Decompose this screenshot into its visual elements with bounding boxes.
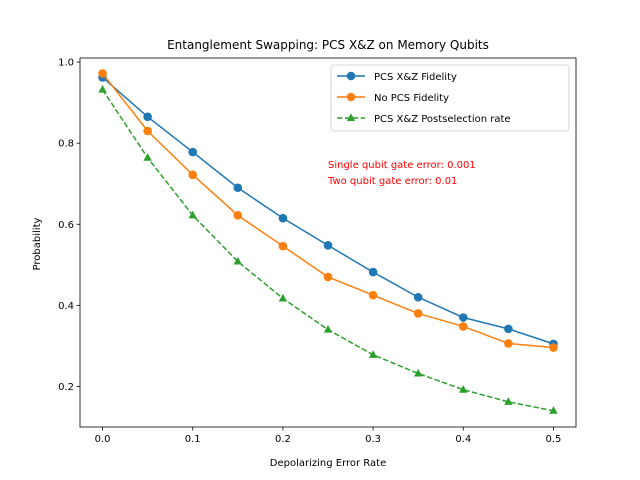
data-point bbox=[323, 272, 333, 282]
x-tick-label: 0.5 bbox=[546, 434, 562, 445]
data-point bbox=[98, 85, 107, 93]
data-point bbox=[323, 325, 333, 333]
legend-item-0: PCS X&Z Fidelity bbox=[337, 71, 457, 83]
data-point bbox=[323, 241, 333, 250]
legend: PCS X&Z Fidelity No PCS Fidelity PCS X&Z P… bbox=[330, 64, 570, 132]
data-point bbox=[278, 293, 288, 302]
legend-marker bbox=[346, 113, 356, 121]
data-point bbox=[143, 153, 152, 161]
legend-marker bbox=[346, 92, 356, 102]
y-tick-label: 0.2 bbox=[58, 382, 74, 393]
legend-item-1: No PCS Fidelity bbox=[337, 92, 449, 104]
legend-label: No PCS Fidelity bbox=[374, 93, 449, 104]
legend-box bbox=[330, 64, 570, 132]
series-1 bbox=[98, 69, 558, 352]
data-point bbox=[188, 147, 198, 157]
x-tick-label: 0.3 bbox=[365, 434, 381, 445]
y-axis-label: Probability bbox=[32, 217, 43, 270]
data-point bbox=[413, 368, 423, 377]
legend-item-2: PCS X&Z Postselection rate bbox=[337, 113, 511, 125]
chart-title: Entanglement Swapping: PCS X&Z on Memory… bbox=[167, 38, 489, 52]
legend-label: PCS X&Z Postselection rate bbox=[374, 114, 511, 125]
annotation-single-qubit: Single qubit gate error: 0.001 bbox=[328, 160, 476, 171]
x-tick-label: 0.0 bbox=[95, 434, 111, 445]
data-point bbox=[458, 313, 468, 322]
data-point bbox=[278, 213, 288, 223]
data-point bbox=[504, 324, 513, 334]
y-tick-label: 0.8 bbox=[58, 139, 74, 150]
data-point bbox=[233, 256, 243, 265]
annotation-two-qubit: Two qubit gate error: 0.01 bbox=[327, 176, 457, 187]
data-point bbox=[278, 241, 288, 251]
data-point bbox=[413, 292, 423, 302]
data-point bbox=[188, 170, 198, 180]
legend-marker bbox=[346, 71, 356, 81]
data-point bbox=[458, 322, 468, 331]
data-point bbox=[233, 183, 243, 193]
plot-frame bbox=[79, 57, 577, 428]
data-point bbox=[413, 309, 423, 318]
x-tick-label: 0.4 bbox=[455, 434, 471, 445]
y-tick-label: 0.6 bbox=[58, 220, 74, 231]
data-point bbox=[143, 126, 152, 136]
data-point bbox=[98, 69, 107, 78]
data-point bbox=[233, 211, 243, 220]
data-point bbox=[188, 210, 197, 219]
series-2 bbox=[98, 85, 558, 414]
y-tick-label: 1.0 bbox=[58, 58, 74, 69]
x-tick-label: 0.1 bbox=[185, 434, 201, 445]
data-point bbox=[459, 385, 468, 393]
data-point bbox=[504, 397, 513, 405]
data-point bbox=[368, 267, 378, 277]
y-tick-label: 0.4 bbox=[58, 301, 74, 312]
data-point bbox=[368, 290, 378, 300]
data-point bbox=[368, 350, 378, 358]
series-line-2 bbox=[101, 89, 554, 412]
x-axis-label: Depolarizing Error Rate bbox=[270, 458, 387, 469]
legend-label: PCS X&Z Fidelity bbox=[374, 72, 457, 83]
data-point bbox=[549, 343, 558, 352]
series-0 bbox=[98, 73, 558, 349]
data-point bbox=[549, 406, 558, 414]
x-tick-label: 0.2 bbox=[275, 434, 291, 445]
data-point bbox=[504, 339, 513, 348]
data-point bbox=[143, 112, 152, 122]
